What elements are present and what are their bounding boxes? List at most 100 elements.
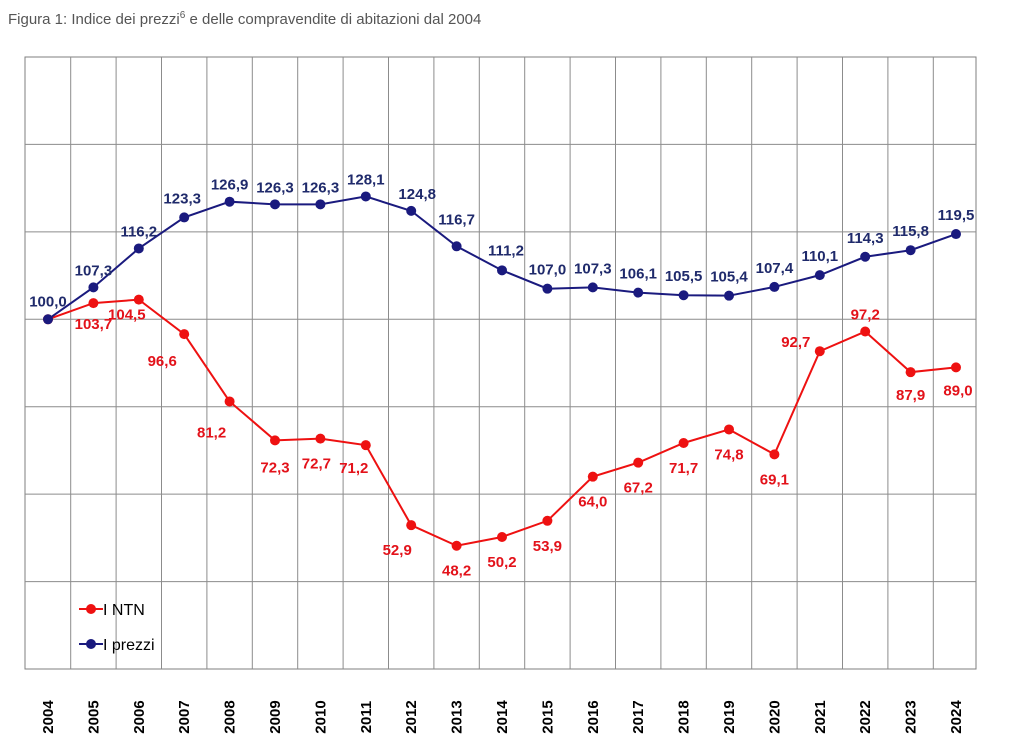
- x-tick-label: 2012: [403, 700, 420, 733]
- value-label-i-ntn: 53,9: [533, 538, 562, 555]
- data-point-i-prezzi: [814, 270, 825, 281]
- value-label-i-prezzi: 119,5: [938, 207, 975, 224]
- data-point-i-prezzi: [678, 290, 689, 301]
- x-tick-label: 2021: [812, 700, 829, 733]
- data-point-i-ntn: [315, 433, 326, 444]
- data-point-i-ntn: [678, 437, 689, 448]
- data-point-i-prezzi: [270, 199, 280, 210]
- value-label-i-ntn: 72,3: [260, 459, 289, 476]
- value-label-i-ntn: 92,7: [781, 334, 810, 351]
- value-label-i-prezzi: 106,1: [619, 266, 657, 283]
- data-point-i-prezzi: [860, 251, 871, 262]
- data-point-i-ntn: [633, 457, 644, 468]
- data-point-i-ntn: [769, 449, 780, 460]
- figure-title: Figura 1: Indice dei prezzi6 e delle com…: [8, 10, 481, 28]
- figure-title-footnote: 6: [179, 10, 186, 21]
- plot-area: [24, 56, 977, 670]
- data-point-i-prezzi: [360, 191, 371, 202]
- value-label-i-ntn: 103,7: [75, 316, 113, 333]
- x-tick-label: 2008: [222, 700, 239, 733]
- x-tick-label: 2022: [857, 700, 874, 733]
- value-label-i-ntn: 104,5: [108, 307, 146, 324]
- plot-frame: [24, 56, 977, 670]
- value-label-i-prezzi: 111,2: [488, 242, 524, 259]
- legend-marker-i-ntn: [86, 604, 96, 614]
- value-label-i-prezzi: 107,0: [529, 262, 567, 279]
- x-tick-label: 2013: [449, 700, 466, 733]
- value-label-i-prezzi: 124,8: [398, 186, 436, 203]
- value-label-i-ntn: 97,2: [851, 307, 880, 324]
- x-tick-label: 2004: [40, 700, 57, 734]
- value-label-i-ntn: 67,2: [624, 480, 653, 497]
- data-point-i-prezzi: [315, 199, 326, 210]
- value-label-i-ntn: 89,0: [943, 382, 972, 399]
- data-point-i-prezzi: [497, 265, 507, 276]
- value-label-i-prezzi: 110,1: [801, 248, 838, 265]
- x-tick-label: 2007: [176, 700, 193, 733]
- x-tick-label: 2020: [766, 700, 783, 733]
- value-labels: 100,0 107,3 116,2 123,3 126,9 126,3 126,3 128,1…: [29, 171, 974, 579]
- data-point-i-ntn: [179, 329, 190, 340]
- value-label-i-ntn: 52,9: [383, 542, 412, 559]
- x-tick-label: 2017: [630, 700, 647, 733]
- x-tick-label: 2018: [676, 700, 693, 733]
- x-tick-label: 2009: [267, 700, 284, 733]
- x-tick-label: 2019: [721, 700, 738, 733]
- value-label-i-ntn: 71,7: [669, 460, 698, 477]
- data-point-i-prezzi: [406, 205, 417, 216]
- data-point-i-prezzi: [542, 283, 553, 294]
- data-point-i-ntn: [133, 294, 144, 305]
- x-tick-label: 2016: [585, 700, 602, 733]
- vertical-gridlines: [70, 57, 934, 669]
- value-label-i-prezzi: 116,2: [120, 223, 157, 240]
- value-label-i-ntn: 64,0: [578, 494, 607, 511]
- value-label-i-prezzi: 105,4: [710, 269, 748, 286]
- x-tick-label: 2005: [85, 700, 102, 733]
- value-label-i-ntn: 96,6: [148, 353, 177, 370]
- value-label-i-prezzi: 126,3: [256, 179, 294, 196]
- legend: I NTN I prezzi: [79, 602, 155, 654]
- value-label-i-prezzi: 107,3: [574, 260, 612, 277]
- data-point-i-ntn: [814, 346, 825, 357]
- data-point-i-prezzi: [905, 245, 916, 256]
- data-point-i-ntn: [451, 540, 462, 551]
- value-label-i-ntn: 50,2: [487, 554, 516, 571]
- value-label-i-prezzi: 126,9: [211, 177, 249, 194]
- data-point-i-prezzi: [224, 196, 235, 207]
- value-label-i-prezzi: 107,4: [756, 260, 794, 277]
- data-point-i-prezzi: [133, 243, 144, 254]
- data-point-i-ntn: [406, 520, 417, 531]
- x-axis-tick-labels: 2004 2005 2006 2007 2008 2009 2010 2011 2012 2013…: [40, 700, 965, 734]
- x-tick-label: 2006: [131, 700, 148, 733]
- figure-title-suffix: e delle compravendite di abitazioni dal …: [185, 11, 482, 28]
- value-label-i-prezzi: 116,7: [438, 211, 475, 228]
- x-tick-label: 2014: [494, 700, 511, 734]
- data-point-i-prezzi: [43, 314, 53, 325]
- x-tick-label: 2015: [539, 700, 556, 733]
- value-label-i-ntn: 72,7: [302, 456, 331, 473]
- horizontal-gridlines: [25, 143, 976, 583]
- data-point-i-ntn: [951, 362, 961, 373]
- value-label-i-prezzi: 123,3: [163, 190, 201, 207]
- figure-title-prefix: Figura 1: Indice dei prezzi: [8, 11, 180, 28]
- value-label-i-ntn: 71,2: [339, 460, 368, 477]
- value-label-i-prezzi: 126,3: [302, 179, 340, 196]
- x-tick-label: 2024: [948, 700, 965, 734]
- data-point-i-prezzi: [88, 282, 99, 293]
- value-label-i-ntn: 74,8: [714, 446, 743, 463]
- data-point-i-prezzi: [951, 229, 961, 240]
- data-point-i-ntn: [724, 424, 734, 435]
- data-point-i-ntn: [88, 298, 99, 309]
- data-point-i-prezzi: [587, 282, 598, 293]
- value-label-i-prezzi: 100,0: [29, 293, 67, 310]
- data-point-i-prezzi: [451, 241, 462, 252]
- data-point-i-ntn: [860, 326, 871, 337]
- value-label-i-ntn: 48,2: [442, 563, 471, 580]
- value-label-i-prezzi: 105,5: [665, 268, 703, 285]
- value-label-i-prezzi: 115,8: [892, 223, 929, 240]
- series-points: [43, 191, 961, 551]
- data-point-i-prezzi: [769, 281, 780, 292]
- data-point-i-ntn: [224, 396, 235, 407]
- data-point-i-ntn: [497, 531, 507, 542]
- x-tick-label: 2023: [903, 700, 920, 733]
